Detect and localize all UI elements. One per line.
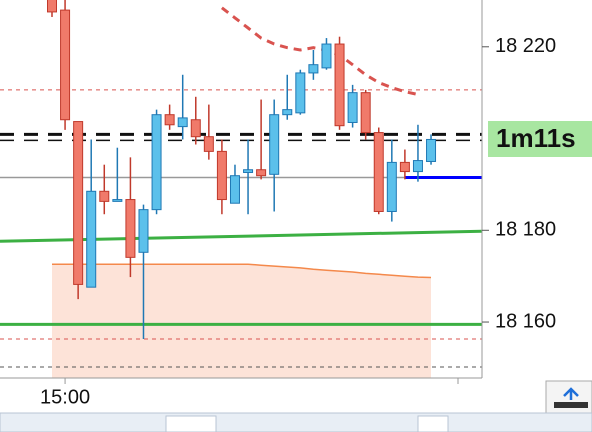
candle-body: [60, 9, 71, 121]
candle-body: [269, 114, 280, 175]
countdown-box: [488, 121, 592, 157]
candle-body: [125, 199, 136, 258]
toolbar-button[interactable]: [165, 415, 217, 432]
candle-body: [321, 43, 332, 69]
candle-body: [190, 119, 201, 138]
scroll-button[interactable]: [545, 380, 592, 414]
x-tick-label: 15:00: [40, 386, 90, 408]
candle-body: [203, 136, 214, 152]
candle-body: [426, 138, 437, 162]
candle-body: [308, 64, 319, 74]
candle-body: [334, 43, 345, 127]
candle-body: [47, 0, 57, 13]
candle-body: [229, 175, 240, 204]
candle-body: [177, 117, 188, 128]
candle-body: [243, 169, 254, 173]
candle-body: [386, 161, 397, 212]
icon: [563, 387, 579, 400]
y-tick-label: 18 160: [495, 310, 556, 332]
candle-body: [295, 72, 306, 114]
candle-body: [373, 132, 384, 212]
trend-line: [0, 229, 482, 243]
line: [220, 6, 419, 96]
candle-body: [99, 190, 110, 202]
candle-body: [138, 209, 149, 253]
area: [52, 264, 431, 378]
candle-body: [360, 92, 371, 134]
candle-body: [412, 160, 423, 173]
candle-body: [151, 114, 162, 211]
candle-body: [282, 109, 293, 116]
toolbar-button[interactable]: [417, 415, 449, 432]
y-tick-label: 18 220: [495, 35, 556, 57]
plot-area: [0, 0, 482, 378]
y-tick-label: 18 180: [495, 219, 556, 241]
candle-body: [216, 150, 227, 201]
candle-body: [347, 92, 358, 123]
candle-body: [256, 169, 267, 177]
icon: [554, 402, 588, 408]
countdown: 1m11s: [496, 123, 576, 153]
toolbar: [0, 412, 592, 432]
candle-body: [73, 121, 84, 285]
candle-body: [399, 161, 410, 173]
candle-body: [112, 199, 123, 202]
candle-body: [86, 190, 97, 288]
line: [52, 263, 432, 279]
candle-body: [164, 114, 175, 126]
